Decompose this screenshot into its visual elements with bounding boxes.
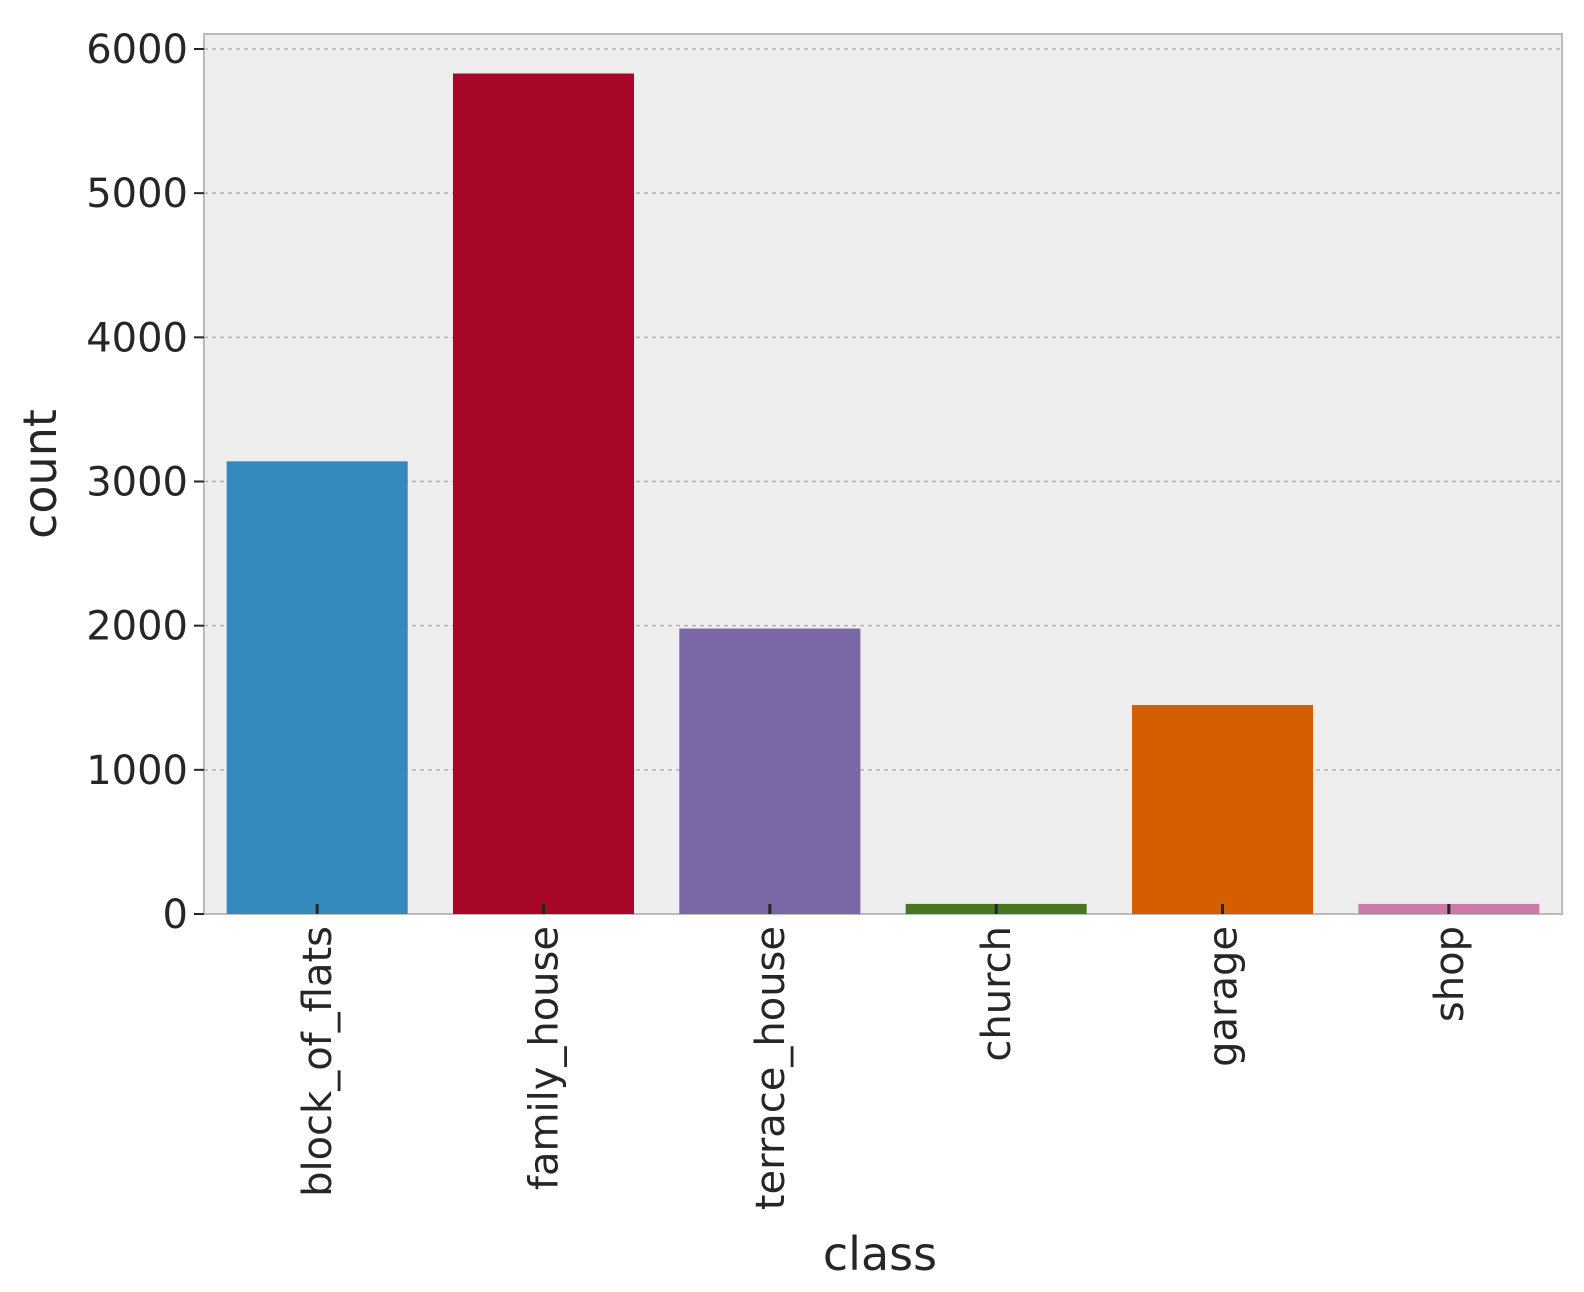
bar-terrace_house xyxy=(679,628,861,914)
y-tick-label: 0 xyxy=(163,892,188,938)
y-tick-label: 6000 xyxy=(86,27,188,73)
y-tick-label: 3000 xyxy=(86,460,188,506)
x-axis-ticks: block_of_flats family_house terrace_house c… xyxy=(295,904,1473,1210)
y-tick-label: 2000 xyxy=(86,604,188,650)
bar-block_of_flats xyxy=(226,461,408,914)
bar-family_house xyxy=(452,73,635,915)
x-tick-label: block_of_flats xyxy=(295,926,341,1197)
x-axis-label: class xyxy=(823,1227,937,1281)
gridlines xyxy=(204,48,1562,771)
y-tick-label: 4000 xyxy=(86,315,188,361)
y-axis-label: count xyxy=(13,409,67,539)
x-tick-label: shop xyxy=(1427,926,1473,1022)
x-tick-label: family_house xyxy=(522,926,568,1190)
x-tick-label: garage xyxy=(1201,926,1247,1067)
plot-background xyxy=(203,33,1563,915)
y-tick-label: 5000 xyxy=(86,171,188,217)
x-tick-label: church xyxy=(974,926,1020,1062)
bar-garage xyxy=(1131,704,1314,914)
x-tick-label: terrace_house xyxy=(748,926,794,1210)
y-axis-ticks: 0 1000 2000 3000 4000 5000 6000 xyxy=(86,27,204,938)
y-tick-label: 1000 xyxy=(86,748,188,794)
